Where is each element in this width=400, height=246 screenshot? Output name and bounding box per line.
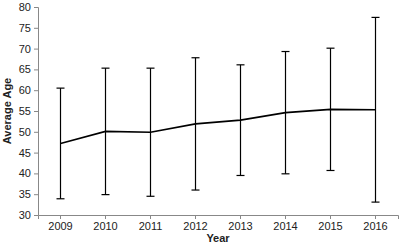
y-tick-label: 30 bbox=[19, 209, 31, 221]
plot-area bbox=[57, 17, 380, 202]
y-tick-mark bbox=[34, 215, 38, 216]
x-tick: 2010 bbox=[93, 215, 117, 232]
x-tick: 2012 bbox=[183, 215, 207, 232]
y-axis-title: Average Age bbox=[1, 78, 13, 144]
x-tick: 2014 bbox=[273, 215, 297, 232]
x-tick-mark bbox=[375, 215, 376, 219]
x-tick-label: 2014 bbox=[273, 220, 297, 232]
x-tick: 2011 bbox=[139, 215, 163, 232]
error-bar-cap bbox=[327, 170, 335, 171]
y-tick-label: 80 bbox=[19, 1, 31, 13]
x-tick-label: 2012 bbox=[183, 220, 207, 232]
x-axis: 2009 2010 2011 2012 2013 2014 2015 2016 bbox=[39, 215, 399, 232]
y-tick-mark bbox=[34, 69, 38, 70]
x-tick-mark bbox=[150, 215, 151, 219]
x-tick-mark bbox=[330, 215, 331, 219]
x-tick-mark bbox=[195, 215, 196, 219]
x-tick: 2009 bbox=[48, 215, 72, 232]
error-bar-cap bbox=[57, 88, 65, 89]
y-tick: 40 bbox=[19, 167, 38, 179]
error-bar-cap bbox=[372, 17, 380, 18]
x-tick-label: 2009 bbox=[48, 220, 72, 232]
error-bar-cap bbox=[102, 68, 110, 69]
x-tick-label: 2010 bbox=[93, 220, 117, 232]
error-bar-cap bbox=[147, 196, 155, 197]
y-tick-label: 35 bbox=[19, 188, 31, 200]
y-axis: 30 35 40 45 50 55 60 65 70 75 80 bbox=[19, 1, 39, 221]
error-bar-cap bbox=[57, 198, 65, 199]
y-tick: 65 bbox=[19, 63, 38, 75]
chart: 3035404550556065707580200920102011201220… bbox=[0, 0, 400, 246]
x-tick: 2013 bbox=[228, 215, 252, 232]
y-tick-mark bbox=[34, 90, 38, 91]
y-tick: 70 bbox=[19, 43, 38, 55]
y-tick-mark bbox=[34, 132, 38, 133]
y-tick: 45 bbox=[19, 147, 38, 159]
x-tick-label: 2016 bbox=[363, 220, 387, 232]
error-bar-cap bbox=[192, 57, 200, 58]
line bbox=[61, 109, 376, 143]
y-axis-line bbox=[34, 8, 39, 216]
error-bar-cap bbox=[192, 189, 200, 190]
y-tick-label: 45 bbox=[19, 147, 31, 159]
error-bar-cap bbox=[327, 48, 335, 49]
y-tick-label: 70 bbox=[19, 43, 31, 55]
x-tick-mark bbox=[240, 215, 241, 219]
y-tick-label: 60 bbox=[19, 84, 31, 96]
x-tick-mark bbox=[285, 215, 286, 219]
x-tick-label: 2015 bbox=[318, 220, 342, 232]
y-tick-label: 50 bbox=[19, 126, 31, 138]
x-tick-label: 2011 bbox=[139, 220, 163, 232]
x-tick: 2015 bbox=[318, 215, 342, 232]
y-tick-label: 55 bbox=[19, 105, 31, 117]
y-tick: 50 bbox=[19, 126, 38, 138]
y-tick-mark bbox=[34, 153, 38, 154]
error-bar-cap bbox=[237, 175, 245, 176]
x-tick-label: 2013 bbox=[228, 220, 252, 232]
y-tick: 30 bbox=[19, 209, 38, 221]
error-bar-cap bbox=[237, 64, 245, 65]
y-tick: 75 bbox=[19, 22, 38, 34]
x-tick-mark bbox=[60, 215, 61, 219]
y-tick-mark bbox=[34, 194, 38, 195]
error-bar-cap bbox=[147, 68, 155, 69]
y-tick: 60 bbox=[19, 84, 38, 96]
error-bar-cap bbox=[282, 51, 290, 52]
y-tick: 80 bbox=[19, 1, 38, 13]
y-tick-mark bbox=[34, 49, 38, 50]
y-tick-mark bbox=[34, 7, 38, 8]
y-tick: 35 bbox=[19, 188, 38, 200]
y-tick-mark bbox=[34, 173, 38, 174]
y-tick-label: 75 bbox=[19, 22, 31, 34]
x-axis-line bbox=[39, 216, 399, 220]
y-tick-mark bbox=[34, 28, 38, 29]
y-tick-label: 65 bbox=[19, 63, 31, 75]
y-tick-label: 40 bbox=[19, 167, 31, 179]
y-tick-mark bbox=[34, 111, 38, 112]
error-bar-cap bbox=[372, 202, 380, 203]
x-axis-title: Year bbox=[206, 232, 230, 244]
error-bar-cap bbox=[102, 194, 110, 195]
x-tick-mark bbox=[105, 215, 106, 219]
y-tick: 55 bbox=[19, 105, 38, 117]
x-tick: 2016 bbox=[363, 215, 387, 232]
error-bar-cap bbox=[282, 173, 290, 174]
